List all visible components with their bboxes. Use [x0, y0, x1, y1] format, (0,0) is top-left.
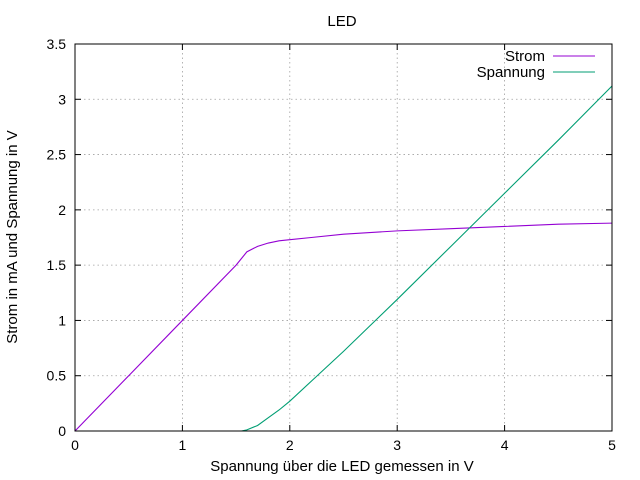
- chart-title: LED: [327, 13, 356, 30]
- series-group: [74, 85, 613, 432]
- plot-frame: [74, 43, 613, 432]
- y-tick-label: 2.5: [47, 147, 67, 163]
- y-tick-label: 3: [58, 91, 66, 107]
- y-axis-label: Strom in mA und Spannung in V: [4, 130, 21, 343]
- y-tick-label: 0.5: [47, 368, 67, 384]
- series-line-spannung: [241, 85, 613, 432]
- x-tick-label: 2: [286, 437, 294, 453]
- legend-label-spannung: Spannung: [477, 64, 545, 81]
- axis-ticks: [74, 43, 613, 432]
- y-tick-label: 3.5: [47, 36, 67, 52]
- series-line-strom: [74, 222, 613, 432]
- legend-label-strom: Strom: [505, 48, 545, 65]
- y-tick-label: 1: [58, 312, 66, 328]
- y-tick-label: 1.5: [47, 257, 67, 273]
- y-tick-label: 0: [58, 423, 66, 439]
- x-tick-label: 1: [179, 437, 187, 453]
- x-tick-label: 4: [501, 437, 509, 453]
- y-tick-labels: 0 0.5 1 1.5 2 2.5 3 3.5: [47, 36, 67, 439]
- grid: [75, 44, 612, 431]
- y-tick-label: 2: [58, 202, 66, 218]
- x-tick-label: 0: [71, 437, 79, 453]
- x-tick-label: 5: [608, 437, 616, 453]
- x-tick-labels: 0 1 2 3 4 5: [71, 437, 616, 453]
- x-tick-label: 3: [393, 437, 401, 453]
- x-axis-label: Spannung über die LED gemessen in V: [210, 458, 474, 475]
